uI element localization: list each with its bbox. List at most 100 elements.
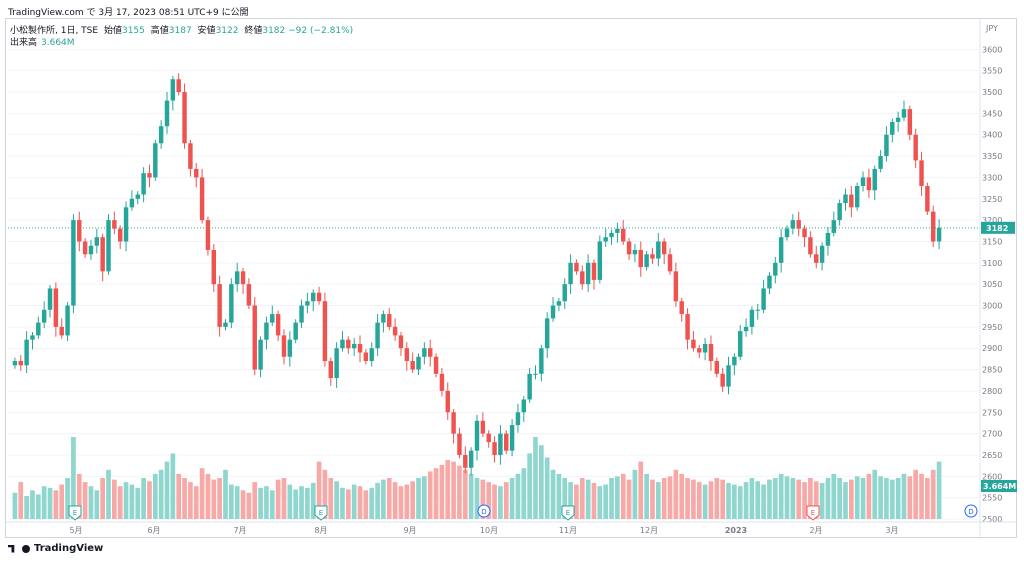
volume-bar — [579, 478, 585, 519]
candle-body — [802, 228, 807, 238]
candle-body — [275, 314, 281, 336]
candle-body — [767, 275, 772, 289]
chart-frame[interactable]: 3600 3550 3500 3450 3400 3350 3300 3250 3200 3150… — [5, 18, 1018, 539]
volume-bar — [919, 473, 924, 519]
volume-value: 3.664M — [41, 38, 75, 48]
candle-body — [603, 237, 608, 242]
volume-bar — [585, 479, 591, 519]
volume-bar — [59, 484, 65, 519]
publish-credit: TradingView.com で 3月 17, 2023 08:51 UTC+… — [8, 8, 249, 18]
candle-body — [521, 399, 527, 413]
candle-body — [697, 348, 702, 353]
volume-bar — [18, 482, 24, 519]
candle-body — [158, 126, 164, 144]
candle-body — [346, 339, 351, 349]
candle-body — [194, 168, 199, 178]
volume-bar — [796, 479, 802, 519]
earnings-marker-label: E — [319, 509, 323, 517]
candle-body — [825, 232, 831, 246]
candle-body — [550, 305, 556, 319]
price-tick-label: 2600 — [982, 472, 1002, 481]
candle-body — [621, 228, 626, 242]
volume-bar — [878, 476, 883, 519]
volume-bar — [737, 486, 743, 519]
volume-bar — [135, 487, 141, 519]
earnings-marker-icon — [561, 505, 575, 521]
candle-body — [41, 309, 47, 323]
volume-bar — [193, 486, 199, 519]
time-tick-label: 11月 — [559, 526, 577, 535]
candle-body — [685, 314, 690, 340]
candle-body — [445, 390, 450, 413]
volume-bar — [375, 482, 380, 519]
candle-body — [533, 373, 538, 375]
volume-bar — [831, 473, 837, 519]
volume-bar — [503, 482, 509, 519]
candle-body — [854, 185, 860, 208]
price-tick-label: 2850 — [982, 366, 1002, 375]
volume-bar — [47, 487, 53, 519]
time-tick-label: 3月 — [885, 526, 898, 535]
candle-body — [351, 343, 357, 349]
volume-bar — [468, 473, 474, 519]
candle-body — [398, 335, 404, 349]
volume-bar — [88, 486, 94, 519]
candle-body — [357, 343, 363, 353]
volume-bar — [223, 469, 228, 519]
volume-bar — [305, 487, 310, 519]
volume-bar — [141, 478, 146, 519]
tradingview-logo[interactable]: TradingView — [8, 543, 103, 554]
volume-bar — [170, 453, 176, 519]
time-tick-label: 7月 — [233, 526, 246, 535]
volume-bar — [299, 486, 304, 519]
volume-bar — [515, 473, 521, 519]
candle-body — [597, 241, 603, 280]
volume-bar — [82, 482, 88, 519]
volume-bar — [123, 482, 129, 519]
candle-body — [422, 348, 427, 357]
price-tick-label: 3350 — [982, 152, 1002, 161]
volume-bar — [164, 461, 170, 519]
candle-body — [860, 177, 866, 186]
candle-body — [322, 301, 328, 362]
candle-body — [88, 245, 94, 255]
volume-legend: 出来高 3.664M — [10, 35, 75, 48]
candlestick-chart[interactable]: 3600 3550 3500 3450 3400 3350 3300 3250 3200 3150… — [6, 19, 1018, 539]
earnings-marker-label: E — [73, 509, 77, 517]
volume-bar — [527, 453, 532, 519]
volume-bar — [310, 482, 316, 519]
volume-bar — [176, 473, 182, 519]
candle-body — [895, 117, 901, 122]
volume-bar — [451, 461, 456, 519]
candle-body — [919, 160, 924, 186]
volume-bar — [416, 478, 421, 519]
volume-bar — [767, 479, 772, 519]
volume-bar — [691, 479, 696, 519]
close-label: 終値 — [244, 26, 263, 36]
earnings-marker-label: E — [566, 509, 570, 517]
candle-body — [591, 262, 597, 280]
volume-bar — [714, 478, 720, 519]
last-price-badge — [981, 221, 1015, 234]
volume-bar — [234, 486, 240, 519]
candle-body — [544, 318, 550, 349]
candle-body — [328, 361, 333, 379]
candle-body — [580, 271, 585, 285]
candle-body — [375, 322, 380, 349]
candle-body — [311, 292, 316, 302]
candle-body — [773, 262, 778, 276]
volume-bar — [854, 476, 860, 519]
volume-bar — [345, 489, 351, 519]
volume-bar — [574, 484, 579, 519]
candle-body — [129, 198, 135, 208]
volume-bar — [726, 482, 731, 519]
candle-body — [702, 343, 708, 353]
high-label: 高値 — [150, 26, 169, 36]
candle-body — [94, 237, 100, 246]
open-value: 3155 — [121, 26, 145, 36]
volume-bar — [188, 482, 193, 519]
candle-body — [808, 237, 813, 255]
volume-bar — [615, 476, 620, 519]
candle-body — [843, 194, 848, 204]
candle-body — [568, 262, 573, 285]
